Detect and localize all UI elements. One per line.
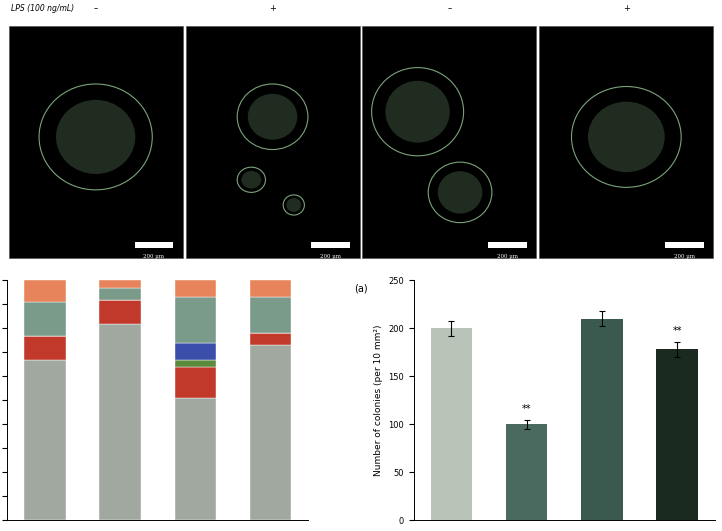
- Text: 200 μm: 200 μm: [674, 254, 695, 259]
- Ellipse shape: [56, 100, 135, 174]
- Ellipse shape: [386, 81, 450, 143]
- Bar: [506, 424, 547, 520]
- Bar: [581, 319, 622, 520]
- Bar: [24, 359, 66, 520]
- Bar: [100, 287, 141, 299]
- Text: **: **: [672, 326, 682, 336]
- Ellipse shape: [248, 94, 297, 140]
- Text: –: –: [94, 4, 97, 13]
- Bar: [488, 242, 527, 248]
- Bar: [250, 280, 292, 297]
- Ellipse shape: [287, 198, 301, 212]
- Bar: [134, 242, 173, 248]
- Bar: [250, 297, 292, 333]
- Bar: [9, 26, 183, 258]
- Bar: [175, 367, 216, 398]
- Text: **: **: [522, 404, 531, 414]
- Ellipse shape: [438, 171, 482, 213]
- Bar: [100, 280, 141, 287]
- Bar: [250, 333, 292, 345]
- Text: 200 μm: 200 μm: [143, 254, 164, 259]
- Bar: [250, 345, 292, 520]
- Text: (a): (a): [355, 283, 367, 293]
- Text: LPS (100 ng/mL): LPS (100 ng/mL): [11, 4, 74, 13]
- Bar: [665, 242, 704, 248]
- Bar: [311, 242, 350, 248]
- Bar: [175, 398, 216, 520]
- Bar: [24, 336, 66, 359]
- Bar: [175, 342, 216, 359]
- Bar: [430, 328, 472, 520]
- Bar: [175, 297, 216, 342]
- Y-axis label: Number of colonies (per 10 mm²): Number of colonies (per 10 mm²): [374, 324, 383, 476]
- Bar: [175, 280, 216, 297]
- Text: 200 μm: 200 μm: [320, 254, 341, 259]
- Bar: [100, 323, 141, 520]
- Text: +: +: [269, 4, 276, 13]
- Bar: [539, 26, 713, 258]
- Text: +: +: [623, 4, 630, 13]
- Text: –: –: [448, 4, 451, 13]
- Bar: [24, 302, 66, 336]
- Bar: [656, 349, 698, 520]
- Ellipse shape: [241, 171, 261, 189]
- Text: 200 μm: 200 μm: [497, 254, 518, 259]
- Bar: [100, 299, 141, 323]
- Ellipse shape: [588, 101, 665, 172]
- Bar: [24, 280, 66, 302]
- Bar: [362, 26, 536, 258]
- Bar: [186, 26, 360, 258]
- Bar: [175, 359, 216, 367]
